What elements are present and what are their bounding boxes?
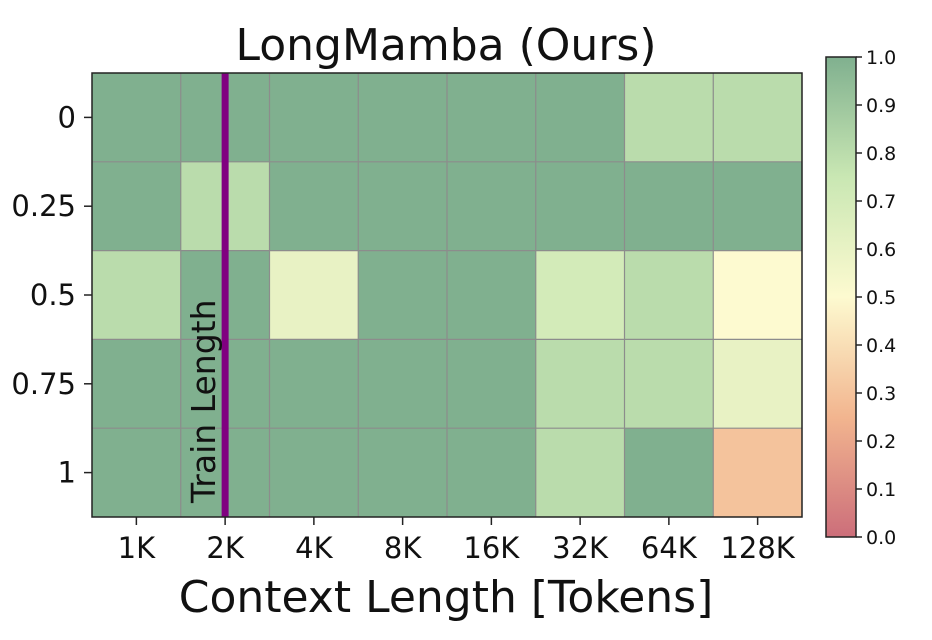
chart-title: LongMamba (Ours)	[235, 20, 656, 71]
colorbar-tick-label: 0.0	[866, 527, 896, 549]
train-length-label: Train Length	[184, 300, 223, 505]
heatmap-cell	[447, 428, 536, 517]
colorbar-tick-label: 0.6	[866, 239, 896, 261]
heatmap-cell	[447, 73, 536, 162]
heatmap-cell	[92, 161, 181, 251]
heatmap-cell	[624, 73, 714, 162]
heatmap-cell	[713, 428, 802, 517]
y-tick-label: 0	[58, 100, 76, 134]
heatmap-cell	[92, 339, 181, 429]
heatmap-cell	[269, 161, 359, 251]
train-length-annotation: Train Length	[184, 73, 229, 517]
colorbar-tick-label: 0.4	[866, 335, 896, 357]
colorbar: 0.0 0.1 0.2 0.3 0.4 0.5 0.6 0.7 0.8 0.9 1.0	[825, 47, 896, 549]
heatmap-cell	[269, 73, 359, 162]
y-tick-label: 0.25	[11, 189, 76, 223]
colorbar-tick-label: 1.0	[866, 47, 896, 69]
x-tick-label: 8K	[384, 531, 422, 565]
x-tick-label: 4K	[295, 531, 333, 565]
y-tick-label: 0.75	[11, 367, 76, 401]
heatmap-cell	[92, 73, 181, 162]
colorbar-tick-label: 0.3	[866, 383, 896, 405]
heatmap-cell	[713, 73, 802, 162]
x-tick-label: 64K	[641, 531, 698, 565]
y-axis-ticks: 0 0.25 0.5 0.75 1	[11, 100, 92, 490]
heatmap-cell	[92, 428, 181, 517]
heatmap-cell	[624, 250, 714, 340]
y-tick-label: 0.5	[30, 278, 76, 312]
heatmap-cell	[713, 339, 802, 429]
heatmap-cell	[269, 250, 359, 340]
heatmap-cell	[358, 250, 447, 340]
heatmap-cell	[269, 428, 359, 517]
heatmap-cell	[535, 161, 625, 251]
heatmap-cell	[358, 73, 447, 162]
heatmap-cell	[358, 428, 447, 517]
heatmap-cell	[535, 73, 625, 162]
x-tick-label: 32K	[552, 531, 609, 565]
heatmap-cell	[535, 250, 625, 340]
heatmap-cell	[535, 428, 625, 517]
x-tick-label: 1K	[118, 531, 156, 565]
colorbar-tick-label: 0.1	[866, 479, 896, 501]
heatmap-cell	[447, 161, 536, 251]
heatmap-cell	[535, 339, 625, 429]
colorbar-tick-label: 0.5	[866, 287, 896, 309]
heatmap-cell	[447, 339, 536, 429]
heatmap-cell	[447, 250, 536, 340]
heatmap-cell	[269, 339, 359, 429]
heatmap-cell	[358, 161, 447, 251]
heatmap-cell	[713, 161, 802, 251]
colorbar-tick-label: 0.8	[866, 143, 896, 165]
x-tick-label: 128K	[720, 531, 795, 565]
x-tick-label: 2K	[206, 531, 244, 565]
x-tick-label: 16K	[463, 531, 520, 565]
heatmap-cell	[624, 428, 714, 517]
heatmap-cell	[713, 250, 802, 340]
heatmap-cell	[92, 250, 181, 340]
y-tick-label: 1	[58, 456, 76, 490]
colorbar-tick-label: 0.9	[866, 95, 896, 117]
colorbar-gradient	[825, 56, 857, 538]
colorbar-tick-label: 0.7	[866, 191, 896, 213]
x-axis-label: Context Length [Tokens]	[179, 572, 714, 623]
heatmap-cell	[624, 339, 714, 429]
heatmap-cells	[92, 73, 802, 517]
colorbar-tick-label: 0.2	[866, 431, 896, 453]
heatmap-cell	[624, 161, 714, 251]
heatmap-cell	[358, 339, 447, 429]
x-axis-ticks: 1K 2K 4K 8K 16K 32K 64K 128K	[118, 517, 796, 565]
heatmap-grid	[92, 73, 802, 517]
